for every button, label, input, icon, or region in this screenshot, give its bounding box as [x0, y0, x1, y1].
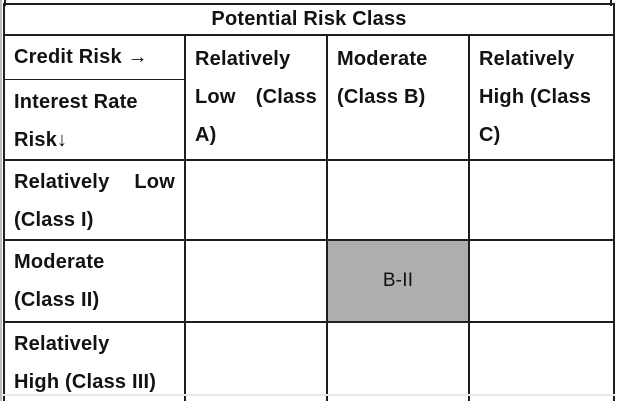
header-line: Relatively [479, 48, 575, 70]
header-line: A) [195, 124, 217, 146]
row-label-line: Moderate [14, 251, 105, 273]
header-line: Relatively [195, 48, 291, 70]
row-header-class-i: Relatively Low (Class I) [3, 159, 186, 241]
column-header-class-b: Moderate (Class B) [326, 34, 470, 161]
cell-a-i [184, 159, 328, 241]
corner-label-line: Interest Rate [14, 91, 138, 113]
cell-c-ii [468, 239, 615, 323]
row-label-line: (Class I) [14, 209, 94, 231]
page-shadow [2, 394, 615, 396]
cell-b-i [326, 159, 470, 241]
row-label-line: High (Class III) [14, 371, 157, 393]
row-label-line: Relatively [14, 333, 110, 355]
row-label-line: Relatively Low [14, 171, 175, 193]
potential-risk-class-table: Potential Risk Class Credit Risk → Relat… [3, 3, 615, 401]
corner-credit-risk-label: Credit Risk → [3, 34, 186, 80]
header-line: High (Class [479, 86, 592, 108]
table-title: Potential Risk Class [3, 3, 615, 36]
header-line: Moderate [337, 48, 428, 70]
upper-table-right-border-fragment [610, 0, 612, 6]
row-header-class-ii: Moderate (Class II) [3, 239, 186, 323]
cell-b-iii [326, 321, 470, 401]
header-line: (Class B) [337, 86, 426, 108]
cell-a-iii [184, 321, 328, 401]
upper-table-left-border-fragment [4, 0, 6, 6]
row-label-line: (Class II) [14, 289, 100, 311]
corner-interest-rate-risk-label: Interest Rate Risk↓ [3, 79, 186, 161]
row-header-class-iii: Relatively High (Class III) [3, 321, 186, 401]
cell-b-ii-highlighted: B-II [326, 239, 470, 323]
cell-c-iii [468, 321, 615, 401]
header-line: Low (Class [195, 86, 317, 108]
column-header-class-a: Relatively Low (Class A) [184, 34, 328, 161]
cell-c-i [468, 159, 615, 241]
page-edge-line [0, 0, 2, 401]
corner-label-line: Risk↓ [14, 129, 68, 151]
cell-a-ii [184, 239, 328, 323]
column-header-class-c: Relatively High (Class C) [468, 34, 615, 161]
header-line: C) [479, 124, 501, 146]
